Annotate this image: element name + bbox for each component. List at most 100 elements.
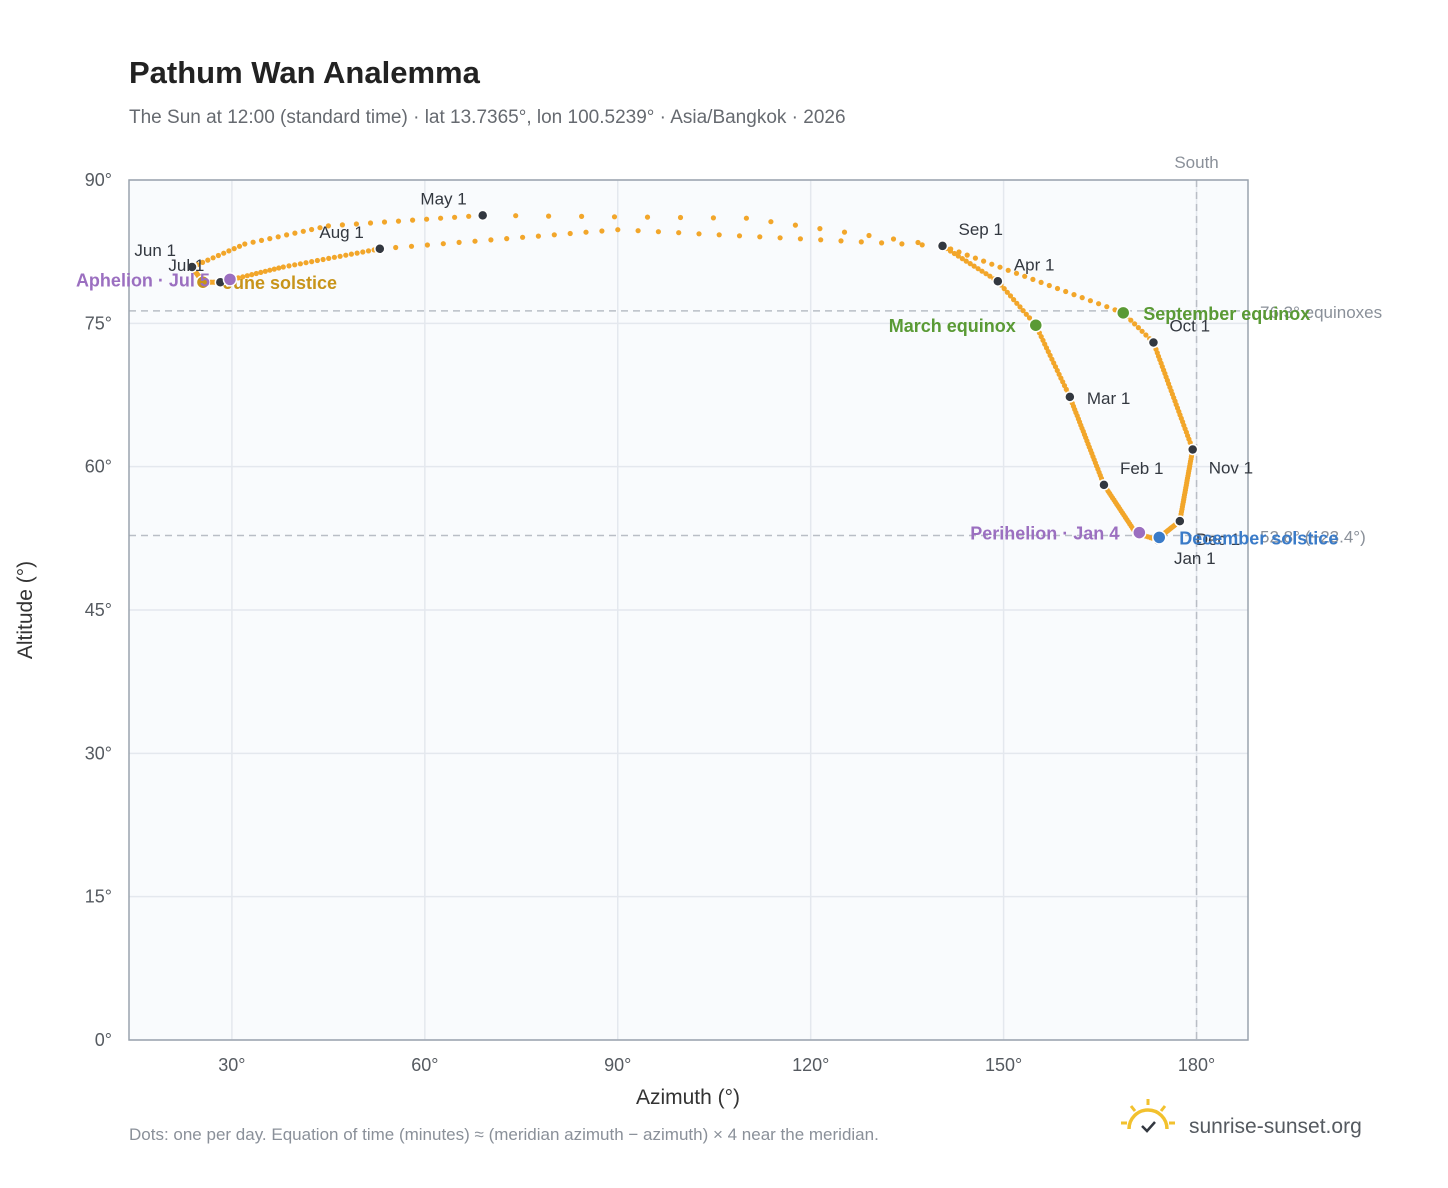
day-dot [1046, 282, 1052, 289]
reference-lines: 76.3° equinoxes 52.8° (−23.4°) South [129, 153, 1382, 1040]
month-label: Dec 1 [1196, 530, 1240, 549]
day-dot [551, 232, 557, 238]
day-dot [818, 237, 824, 243]
event-label: September equinox [1143, 304, 1310, 324]
day-dot [535, 233, 542, 239]
month-label: Jun 1 [134, 241, 176, 260]
day-dot [424, 242, 430, 248]
day-dot [768, 219, 774, 225]
day-dot [365, 248, 372, 254]
day-dot [488, 237, 494, 243]
day-dot [236, 243, 243, 249]
day-dot [297, 261, 303, 267]
day-dot [743, 215, 750, 221]
month-marker [374, 243, 386, 255]
event-marker [222, 272, 238, 287]
y-axis-label: Altitude (°) [14, 561, 37, 659]
day-dot [979, 268, 985, 274]
month-label: May 1 [420, 189, 466, 208]
day-dot [716, 232, 722, 238]
day-dot [1054, 285, 1061, 292]
day-dot [579, 213, 585, 219]
y-tick-label: 15° [85, 887, 112, 907]
day-dot [438, 215, 444, 221]
month-label: Feb 1 [1120, 459, 1163, 478]
day-dot [866, 232, 872, 239]
day-dot [337, 253, 343, 259]
month-marker [1064, 391, 1076, 403]
day-dot [989, 261, 995, 267]
day-dot [292, 230, 298, 236]
day-dot [320, 256, 326, 263]
day-dot [956, 249, 962, 255]
day-dot [1038, 279, 1044, 285]
day-dot [1020, 308, 1026, 314]
day-dot [309, 259, 315, 265]
day-dot [983, 271, 989, 277]
event-label: Perihelion · Jan 4 [970, 524, 1119, 544]
day-dot [696, 231, 702, 237]
day-dot [367, 220, 374, 226]
day-dot [354, 250, 360, 256]
day-dot [964, 252, 970, 258]
day-dot [677, 214, 684, 221]
y-tick-label: 45° [85, 600, 112, 620]
month-marker [476, 209, 489, 222]
day-dot [1022, 273, 1028, 279]
day-dot [215, 252, 221, 259]
month-marker [1174, 515, 1186, 527]
day-dot [615, 227, 621, 233]
day-dot [792, 222, 799, 228]
month-marker [1147, 336, 1160, 349]
month-label: Mar 1 [1087, 389, 1130, 408]
month-label: Nov 1 [1209, 458, 1253, 477]
event-marker [195, 274, 211, 290]
day-dot [676, 230, 682, 236]
day-dot [981, 258, 987, 264]
day-dot [249, 272, 255, 278]
day-dot [655, 229, 662, 235]
day-dot [1139, 328, 1145, 334]
day-dot [1087, 298, 1093, 304]
day-dot [1013, 270, 1020, 276]
day-dot [231, 246, 237, 252]
day-dot [292, 262, 298, 268]
day-dot [1135, 325, 1141, 331]
day-dot [240, 274, 246, 280]
day-dot [1014, 300, 1020, 306]
day-dot [567, 230, 573, 237]
day-dot [841, 229, 848, 235]
day-dot [317, 225, 323, 231]
x-tick-label: 150° [985, 1055, 1022, 1075]
x-tick-label: 60° [411, 1055, 438, 1075]
x-tick-label: 90° [604, 1055, 631, 1075]
day-dot [408, 243, 415, 249]
day-dot [1128, 317, 1134, 323]
day-dot [997, 264, 1003, 270]
day-dot [797, 236, 804, 242]
day-dot [262, 268, 268, 274]
day-dot [1017, 304, 1023, 310]
chart-title: Pathum Wan Analemma [129, 55, 481, 90]
day-dot [331, 254, 337, 260]
day-dot [271, 266, 277, 272]
day-dot [736, 233, 743, 239]
day-dot [221, 250, 227, 256]
day-dot [440, 241, 446, 247]
day-dot [395, 218, 402, 224]
day-dot [1004, 289, 1010, 295]
chart-subtitle: The Sun at 12:00 (standard time) · lat 1… [129, 107, 846, 128]
x-tick-label: 30° [218, 1055, 245, 1075]
day-dot [466, 213, 472, 219]
day-dot [1026, 315, 1033, 321]
event-label: March equinox [889, 316, 1016, 336]
day-dot [1011, 297, 1017, 303]
day-dot [300, 228, 306, 234]
day-dot [948, 246, 954, 252]
day-dot [210, 255, 216, 261]
day-dot [959, 256, 965, 262]
brand-sun-icon [1121, 1099, 1175, 1133]
event-marker [1152, 530, 1167, 545]
